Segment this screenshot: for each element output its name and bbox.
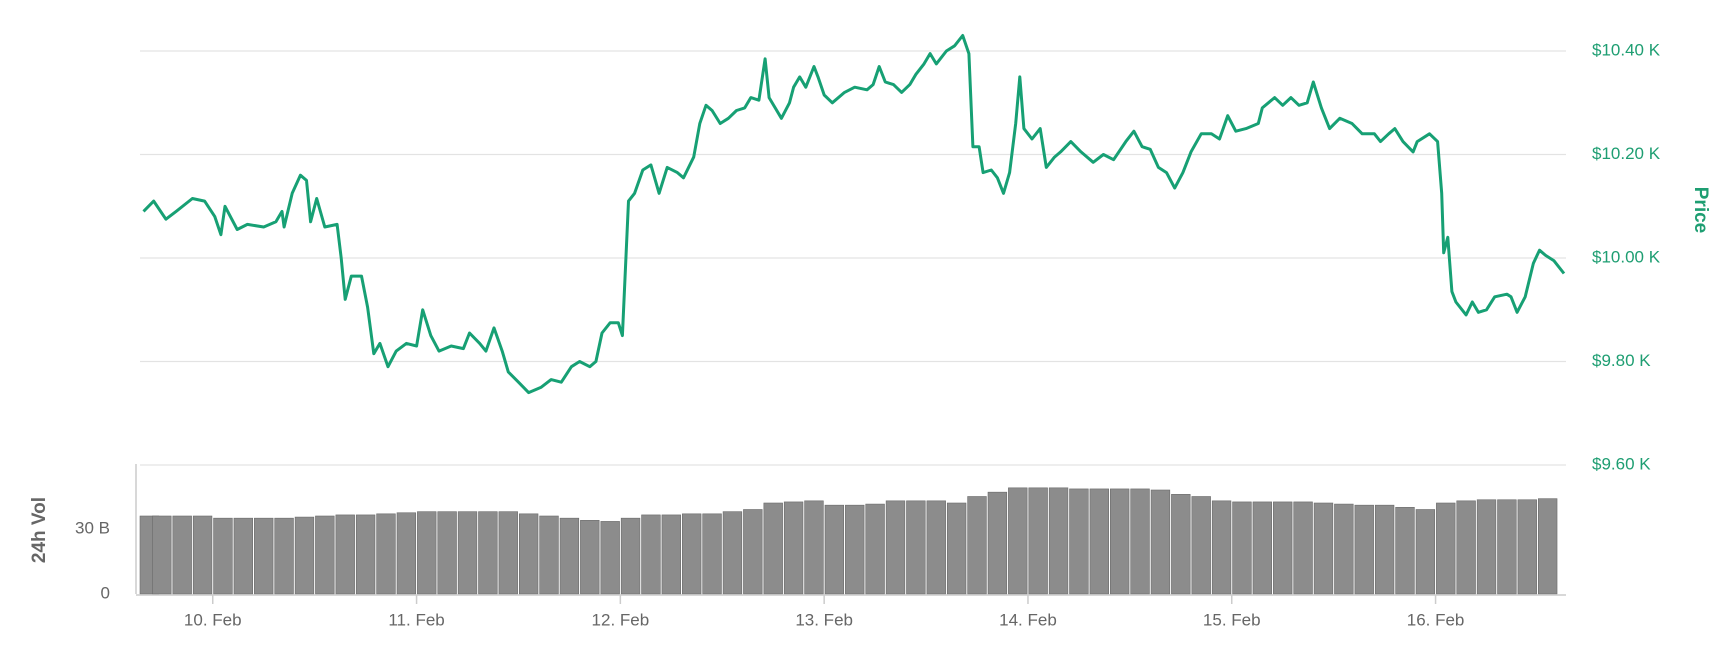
volume-bar <box>885 500 906 595</box>
volume-bar <box>743 509 763 595</box>
x-tick-label: 15. Feb <box>1203 610 1261 629</box>
volume-bar <box>335 514 355 595</box>
volume-bar <box>1537 498 1558 595</box>
volume-bar <box>1109 488 1130 595</box>
volume-bar <box>824 504 845 595</box>
volume-bar <box>926 500 946 595</box>
volume-bar <box>1232 501 1252 595</box>
volume-bar <box>376 513 396 595</box>
volume-axis-title: 24h Vol <box>29 497 50 563</box>
volume-bar <box>682 513 702 595</box>
volume-bar <box>641 514 661 595</box>
y-tick-label: $9.80 K <box>1592 351 1651 370</box>
volume-bar <box>763 502 783 595</box>
y-tick-label: $10.20 K <box>1592 144 1661 163</box>
volume-bar <box>213 517 233 595</box>
volume-bar <box>1313 502 1334 595</box>
volume-bar <box>1476 499 1497 595</box>
price-line <box>142 34 1566 395</box>
volume-bar <box>315 515 335 595</box>
y-tick-label: $10.00 K <box>1592 247 1661 266</box>
volume-bar <box>498 511 518 595</box>
volume-bar <box>192 515 213 595</box>
y-tick-label: $9.60 K <box>1592 454 1651 473</box>
volume-bar <box>1008 487 1028 595</box>
volume-bar <box>478 511 498 595</box>
volume-bar <box>1456 500 1476 595</box>
volume-bar <box>967 496 987 595</box>
volume-bar <box>987 491 1008 595</box>
x-tick-label: 12. Feb <box>592 610 650 629</box>
volume-bar <box>233 517 254 595</box>
volume-bar <box>1415 509 1436 595</box>
volume-bar <box>274 517 294 595</box>
volume-bar <box>1436 502 1456 595</box>
volume-bar <box>1211 500 1232 595</box>
volume-bar <box>702 513 722 595</box>
volume-bar <box>1293 501 1313 595</box>
volume-bar <box>172 515 192 595</box>
volume-bar <box>1354 504 1374 595</box>
volume-bar <box>254 517 274 595</box>
volume-bar <box>1150 489 1171 595</box>
volume-bar <box>518 513 539 595</box>
volume-bar <box>355 514 376 595</box>
x-tick-label: 10. Feb <box>184 610 242 629</box>
volume-bar <box>600 521 620 595</box>
x-tick-label: 14. Feb <box>999 610 1057 629</box>
volume-bar <box>722 511 743 595</box>
x-tick-label: 13. Feb <box>795 610 853 629</box>
volume-bar <box>783 501 804 595</box>
volume-bar <box>1048 487 1069 595</box>
volume-bar <box>1334 503 1354 595</box>
volume-bar <box>580 520 600 595</box>
x-tick-label: 11. Feb <box>388 610 444 629</box>
volume-bar <box>1497 499 1517 595</box>
volume-bar <box>294 516 315 595</box>
volume-bar <box>1069 488 1089 595</box>
y-tick-label: 30 B <box>75 518 110 537</box>
volume-bar <box>1395 507 1415 595</box>
volume-bar <box>1273 501 1293 595</box>
volume-bar <box>152 515 172 595</box>
volume-bar <box>1517 499 1537 595</box>
volume-bar <box>1028 487 1048 595</box>
volume-bar <box>661 514 681 595</box>
volume-bar <box>946 502 967 595</box>
volume-bar <box>1252 501 1273 595</box>
volume-bar <box>845 504 865 595</box>
volume-bar <box>437 511 457 595</box>
y-tick-label: 0 <box>101 583 110 602</box>
volume-bar <box>804 500 824 595</box>
volume-bar <box>620 517 641 595</box>
price-axis-title: Price <box>1690 187 1711 233</box>
volume-bar <box>559 517 580 595</box>
volume-bar <box>396 512 417 595</box>
y-tick-label: $10.40 K <box>1592 40 1661 59</box>
volume-bar <box>1130 488 1150 595</box>
x-tick-label: 16. Feb <box>1407 610 1465 629</box>
volume-bar <box>539 515 559 595</box>
volume-bar <box>1191 496 1211 595</box>
volume-bar <box>1374 504 1395 595</box>
volume-bar <box>865 503 885 595</box>
volume-bar <box>906 500 926 595</box>
volume-bar <box>1171 494 1191 595</box>
volume-bar <box>1089 488 1109 595</box>
volume-bar <box>417 511 437 595</box>
volume-bar <box>457 511 478 595</box>
